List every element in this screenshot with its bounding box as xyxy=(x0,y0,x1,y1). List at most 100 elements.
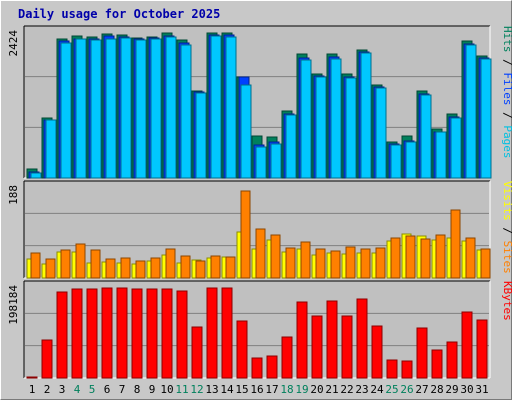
bar-pages-19 xyxy=(300,59,312,179)
side-legend: Hits / Files / Pages xyxy=(501,26,512,159)
bar-pages-26 xyxy=(405,141,417,179)
bar-sites-3 xyxy=(60,249,71,279)
bar-pages-18 xyxy=(285,114,297,179)
bar-kbytes-13 xyxy=(206,287,218,379)
x-tick-23: 23 xyxy=(355,383,368,396)
bar-kbytes-20 xyxy=(311,315,323,379)
bar-kbytes-27 xyxy=(416,327,428,379)
scale-label: 188 xyxy=(7,185,20,205)
bar-sites-21 xyxy=(330,250,341,279)
legend-files: Files xyxy=(501,72,512,105)
x-tick-1: 1 xyxy=(29,383,36,396)
bar-sites-8 xyxy=(135,260,146,279)
bar-sites-29 xyxy=(450,209,461,279)
bar-pages-30 xyxy=(465,44,477,179)
x-tick-17: 17 xyxy=(265,383,278,396)
bar-kbytes-16 xyxy=(251,357,263,379)
x-tick-21: 21 xyxy=(325,383,338,396)
x-tick-31: 31 xyxy=(475,383,488,396)
legend-hits: Hits xyxy=(501,26,512,53)
bar-sites-13 xyxy=(210,255,221,279)
x-tick-9: 9 xyxy=(149,383,156,396)
bar-pages-20 xyxy=(315,76,327,179)
side-legend: KBytes xyxy=(501,281,512,321)
bar-sites-23 xyxy=(360,248,371,279)
bar-sites-24 xyxy=(375,247,386,279)
legend-separator: / xyxy=(501,53,512,73)
bar-sites-25 xyxy=(390,237,401,279)
panel-hits-files-pages: 2424 Hits / Files / Pages xyxy=(7,25,512,179)
x-tick-26: 26 xyxy=(400,383,413,396)
bar-sites-17 xyxy=(270,234,281,279)
bar-kbytes-4 xyxy=(71,288,83,379)
bar-kbytes-15 xyxy=(236,320,248,379)
bar-sites-10 xyxy=(165,248,176,279)
x-tick-11: 11 xyxy=(175,383,188,396)
bar-sites-15 xyxy=(240,190,251,279)
scale-label: 2424 xyxy=(7,30,20,57)
bar-pages-22 xyxy=(345,77,357,179)
bar-sites-28 xyxy=(435,234,446,279)
bar-kbytes-5 xyxy=(86,288,98,379)
bar-pages-27 xyxy=(420,94,432,179)
bar-kbytes-3 xyxy=(56,291,68,379)
bar-pages-1 xyxy=(30,172,42,179)
bar-kbytes-14 xyxy=(221,287,233,379)
bar-kbytes-11 xyxy=(176,290,188,379)
panel-visits-sites: 188 Visits / Sites xyxy=(7,180,512,279)
bar-kbytes-19 xyxy=(296,301,308,379)
bar-kbytes-1 xyxy=(26,376,38,379)
bar-pages-15 xyxy=(240,84,252,179)
x-tick-13: 13 xyxy=(205,383,218,396)
bar-pages-13 xyxy=(210,35,222,179)
bar-pages-5 xyxy=(90,39,102,179)
x-tick-24: 24 xyxy=(370,383,384,396)
bar-kbytes-28 xyxy=(431,349,443,379)
bar-sites-5 xyxy=(90,249,101,279)
bar-sites-2 xyxy=(45,258,56,279)
bar-kbytes-26 xyxy=(401,360,413,379)
x-tick-19: 19 xyxy=(295,383,308,396)
scale-label: 198184 xyxy=(7,285,20,325)
x-tick-10: 10 xyxy=(160,383,173,396)
bar-pages-21 xyxy=(330,58,342,179)
bar-pages-9 xyxy=(150,38,162,179)
bar-pages-10 xyxy=(165,36,177,179)
x-tick-3: 3 xyxy=(59,383,66,396)
bar-pages-23 xyxy=(360,52,372,179)
bar-kbytes-29 xyxy=(446,341,458,379)
bar-kbytes-6 xyxy=(101,287,113,379)
bar-sites-4 xyxy=(75,243,86,279)
x-tick-22: 22 xyxy=(340,383,353,396)
bar-sites-19 xyxy=(300,241,311,279)
bar-pages-6 xyxy=(105,38,117,179)
x-tick-12: 12 xyxy=(190,383,203,396)
x-tick-15: 15 xyxy=(235,383,248,396)
bar-pages-7 xyxy=(120,37,132,179)
bar-pages-31 xyxy=(480,58,492,179)
legend-kbytes: KBytes xyxy=(501,281,512,321)
x-tick-28: 28 xyxy=(430,383,443,396)
bar-sites-9 xyxy=(150,257,161,279)
bar-kbytes-25 xyxy=(386,359,398,379)
x-tick-16: 16 xyxy=(250,383,263,396)
bar-pages-17 xyxy=(270,143,282,179)
bar-sites-26 xyxy=(405,235,416,279)
bar-kbytes-30 xyxy=(461,311,473,379)
chart-title: Daily usage for October 2025 xyxy=(18,7,221,21)
bar-kbytes-2 xyxy=(41,339,53,379)
bar-sites-20 xyxy=(315,248,326,279)
legend-separator: / xyxy=(501,221,512,241)
legend-pages: Pages xyxy=(501,125,512,158)
bar-sites-31 xyxy=(480,248,491,279)
bar-pages-14 xyxy=(225,36,237,179)
bar-sites-12 xyxy=(195,260,206,279)
bar-kbytes-9 xyxy=(146,288,158,379)
bar-sites-14 xyxy=(225,256,236,279)
bar-pages-2 xyxy=(45,119,57,179)
x-tick-4: 4 xyxy=(74,383,81,396)
bar-sites-30 xyxy=(465,237,476,279)
bar-kbytes-22 xyxy=(341,315,353,379)
bar-kbytes-24 xyxy=(371,325,383,379)
x-tick-5: 5 xyxy=(89,383,96,396)
